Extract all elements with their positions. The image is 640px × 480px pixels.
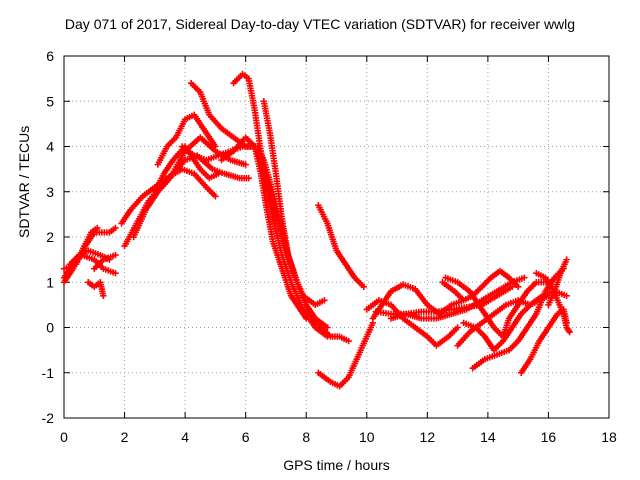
data-point xyxy=(321,297,328,304)
data-point xyxy=(212,143,219,150)
y-tick-label: 5 xyxy=(46,93,54,109)
data-point xyxy=(100,292,107,300)
data-point xyxy=(324,333,331,340)
x-tick-label: 16 xyxy=(541,429,557,445)
x-tick-label: 4 xyxy=(181,429,189,445)
data-point xyxy=(514,283,522,290)
series-track-18 xyxy=(315,319,377,390)
data-point xyxy=(345,337,352,345)
data-point xyxy=(454,324,461,331)
series-track-12 xyxy=(187,79,328,309)
data-point xyxy=(563,292,570,300)
x-tick-label: 2 xyxy=(121,429,129,445)
x-tick-label: 18 xyxy=(601,429,617,445)
data-point xyxy=(566,328,573,336)
data-point xyxy=(112,224,119,232)
y-tick-label: 1 xyxy=(46,274,54,290)
series-track-16 xyxy=(260,98,331,331)
x-axis-label: GPS time / hours xyxy=(283,457,390,473)
series-track-15 xyxy=(230,70,331,340)
x-tick-label: 8 xyxy=(302,429,310,445)
grid-lines xyxy=(64,56,609,418)
data-point xyxy=(212,193,219,200)
series-track-17 xyxy=(315,202,367,290)
y-tick-label: 0 xyxy=(46,320,54,336)
x-tick-label: 6 xyxy=(242,429,250,445)
data-point xyxy=(360,283,367,290)
series-track-6 xyxy=(91,251,119,272)
y-tick-label: -1 xyxy=(42,365,55,381)
series-track-30 xyxy=(545,256,570,309)
data-point xyxy=(112,270,119,277)
series-track-5 xyxy=(85,279,107,300)
series-track-20 xyxy=(363,297,461,349)
data-point xyxy=(324,324,331,331)
chart-title: Day 071 of 2017, Sidereal Day-to-day VTE… xyxy=(64,16,576,32)
data-points xyxy=(60,70,573,390)
series-track-11 xyxy=(154,111,219,168)
data-point xyxy=(521,274,528,281)
data-point xyxy=(215,170,222,177)
x-tick-label: 10 xyxy=(359,429,375,445)
data-point xyxy=(112,251,119,259)
x-tick-label: 14 xyxy=(480,429,496,445)
data-point xyxy=(242,161,249,168)
y-tick-label: 3 xyxy=(46,184,54,200)
y-tick-label: -2 xyxy=(42,410,55,426)
data-point xyxy=(245,174,252,182)
y-tick-label: 2 xyxy=(46,229,54,245)
x-tick-label: 0 xyxy=(60,429,68,445)
y-tick-label: 6 xyxy=(46,48,54,64)
x-tick-label: 12 xyxy=(420,429,436,445)
y-tick-label: 4 xyxy=(46,139,54,155)
series-track-23 xyxy=(439,267,522,304)
data-point xyxy=(563,256,570,263)
